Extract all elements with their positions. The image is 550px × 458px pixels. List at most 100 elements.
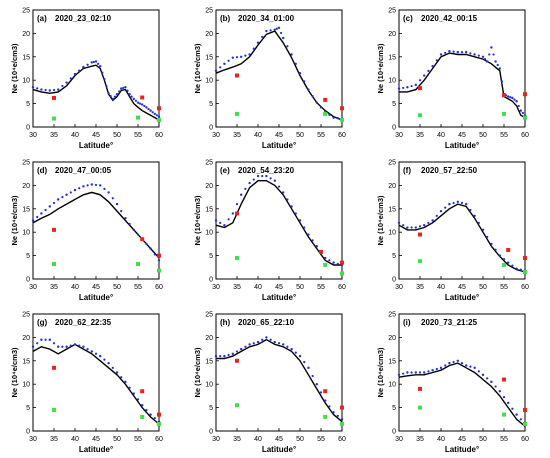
x-tick-label: 55 <box>134 436 142 443</box>
data-point <box>494 60 497 63</box>
data-point <box>153 253 156 256</box>
panel-label: (b) <box>220 14 231 23</box>
data-point <box>444 51 447 54</box>
data-point <box>118 90 121 93</box>
data-point <box>494 248 497 251</box>
chart-panel: 30 35 40 45 50 55 60 0 5 10 15 20 25 (i) 2020_73_21:25… <box>376 312 529 455</box>
y-tick-label: 10 <box>205 78 213 85</box>
data-point <box>328 259 331 262</box>
data-point <box>511 96 514 100</box>
data-marker <box>136 115 140 120</box>
data-point <box>324 256 327 260</box>
data-point <box>439 53 443 56</box>
data-point <box>410 226 413 229</box>
data-marker <box>140 414 145 419</box>
chart-title: 2020_42_00:15 <box>421 14 478 23</box>
data-point <box>94 352 98 355</box>
data-point <box>134 99 137 102</box>
data-point <box>227 59 230 62</box>
data-point <box>282 191 285 194</box>
x-tick-label: 55 <box>500 436 508 443</box>
y-tick-label: 10 <box>22 78 30 85</box>
y-tick-label: 5 <box>209 253 213 260</box>
x-tick-label: 45 <box>92 284 100 291</box>
data-point <box>500 80 503 83</box>
data-point <box>269 177 272 180</box>
data-point <box>44 338 47 341</box>
data-point <box>402 224 405 227</box>
data-point <box>252 47 255 50</box>
data-marker <box>235 358 239 363</box>
data-point <box>261 35 264 39</box>
y-tick-label: 0 <box>26 277 30 284</box>
x-tick-label: 35 <box>233 284 241 291</box>
data-marker <box>340 421 344 426</box>
data-point <box>332 116 335 119</box>
x-tick-label: 30 <box>212 132 220 139</box>
y-tick-label: 15 <box>205 206 213 213</box>
data-point <box>423 371 426 374</box>
data-point <box>69 77 72 80</box>
data-point <box>517 104 520 108</box>
x-tick-label: 55 <box>500 132 508 139</box>
x-tick-label: 60 <box>521 132 529 139</box>
y-axis-label: Ne (10⁴e/cm3) <box>10 347 19 397</box>
data-point <box>286 345 289 348</box>
data-point <box>507 401 510 405</box>
x-tick-label: 40 <box>71 436 79 443</box>
y-tick-label: 25 <box>22 8 30 15</box>
y-tick-label: 15 <box>22 358 30 365</box>
data-point <box>223 354 226 358</box>
data-point <box>235 350 239 353</box>
data-point <box>519 109 522 112</box>
data-point <box>515 100 518 103</box>
data-point <box>427 221 430 224</box>
data-marker <box>140 389 145 394</box>
data-marker <box>418 386 422 391</box>
x-axis-label: Latitude° <box>79 445 113 453</box>
data-point <box>328 113 331 116</box>
x-tick-label: 45 <box>275 284 283 291</box>
x-tick-label: 45 <box>92 132 100 139</box>
data-point <box>145 242 148 245</box>
data-marker <box>157 106 161 111</box>
data-marker <box>523 407 527 412</box>
data-point <box>157 115 161 118</box>
chart-panel: 30 35 40 45 50 55 60 0 5 10 15 20 25 (g) 2020_62_22:35… <box>10 312 163 455</box>
data-point <box>315 383 318 386</box>
data-point <box>90 183 94 186</box>
data-point <box>406 86 409 89</box>
data-point <box>92 60 95 64</box>
data-point <box>460 201 464 205</box>
data-point <box>126 89 129 92</box>
data-point <box>307 366 310 370</box>
x-tick-label: 45 <box>458 436 466 443</box>
x-tick-label: 55 <box>317 284 325 291</box>
data-point <box>439 209 443 213</box>
data-point <box>61 345 64 348</box>
data-marker <box>319 249 323 254</box>
data-point <box>99 354 102 358</box>
data-point <box>492 53 495 56</box>
data-marker <box>418 405 422 410</box>
data-marker <box>52 407 56 412</box>
data-point <box>502 258 506 261</box>
chart-panel: 30 35 40 45 50 55 60 0 5 10 15 20 25 (e) 2020_54_23:20… <box>193 160 346 303</box>
panel-label: (i) <box>403 318 411 327</box>
y-tick-label: 25 <box>388 312 396 319</box>
data-point <box>90 61 94 64</box>
data-point <box>469 208 472 212</box>
y-tick-label: 10 <box>205 230 213 237</box>
data-point <box>481 228 485 232</box>
plot-frame <box>215 313 343 432</box>
data-point <box>40 212 43 215</box>
data-point <box>324 399 327 402</box>
data-point <box>273 28 276 31</box>
y-tick-label: 15 <box>205 54 213 61</box>
data-point <box>214 69 218 73</box>
x-tick-label: 40 <box>254 436 262 443</box>
data-point <box>136 101 140 104</box>
x-tick-label: 30 <box>29 132 37 139</box>
y-tick-label: 0 <box>392 277 396 284</box>
data-point <box>265 174 268 178</box>
